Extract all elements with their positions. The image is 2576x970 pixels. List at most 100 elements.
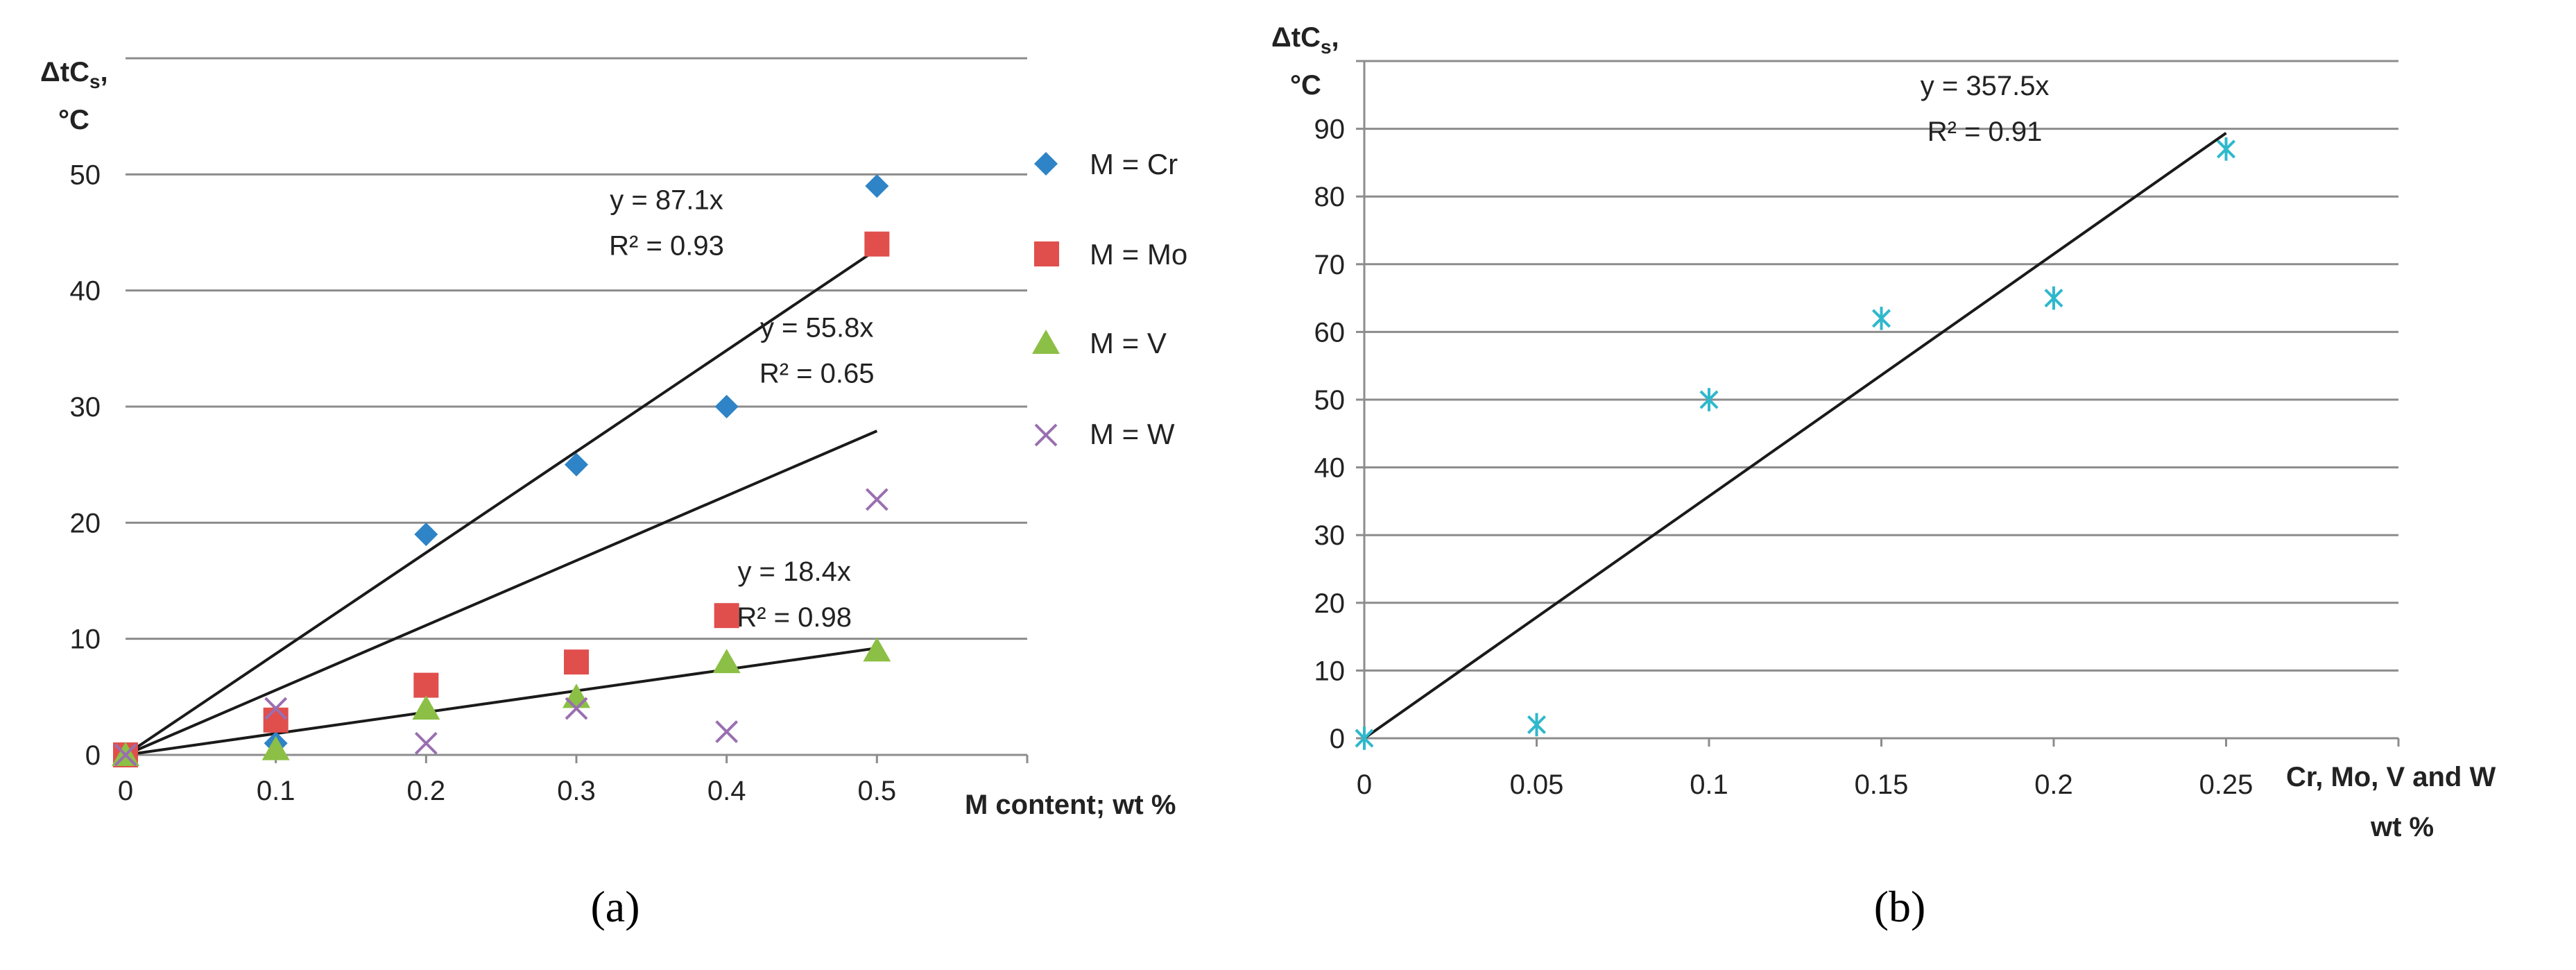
- chart-b-gridlines: [1364, 60, 2398, 672]
- chart-a-x-tick-label: 0.4: [707, 776, 746, 806]
- chart-a-trend-equation: y = 18.4x: [737, 556, 850, 587]
- chart-a-trendline: [125, 647, 877, 756]
- chart-a-ylabel-unit: °C: [58, 105, 89, 135]
- chart-a-markers: [112, 174, 891, 767]
- chart-a-trend-equation: y = 87.1x: [610, 185, 723, 216]
- chart-b-point-asterisk: [2216, 137, 2236, 161]
- chart-a-point-diamond: [414, 522, 438, 547]
- chart-b-trend-labels: y = 357.5x R² = 0.91: [1921, 71, 2050, 147]
- chart-b-x-tick-label: 0.15: [1855, 769, 1909, 800]
- chart-a-xlabel: M content; wt %: [965, 790, 1176, 820]
- chart-a-x-tick-labels: 0 0.1 0.2 0.3 0.4 0.5: [118, 776, 896, 806]
- chart-b-trendline: [1363, 132, 2227, 740]
- chart-a-y-tick-label: 0: [85, 740, 101, 771]
- chart-a-x-tick-label: 0.5: [858, 776, 897, 806]
- chart-b-y-tick-labels: 0 10 20 30 40 50 60 70 80 90: [1314, 114, 1346, 754]
- chart-b-y-tick-label: 80: [1314, 182, 1346, 212]
- chart-a-y-tick-labels: 0 10 20 30 40 50: [70, 160, 101, 771]
- chart-b-ylabel-unit: °C: [1290, 70, 1321, 101]
- chart-a-y-tick-label: 20: [70, 508, 101, 538]
- chart-a-trend-r2: R² = 0.65: [759, 359, 875, 389]
- chart-a-y-tick-label: 40: [70, 276, 101, 307]
- chart-b-y-tick-label: 0: [1330, 724, 1345, 754]
- chart-a-point-diamond: [565, 452, 588, 477]
- chart-a-point-x: [865, 488, 888, 511]
- chart-b-trend-equation: y = 357.5x: [1921, 71, 2050, 101]
- chart-b-point-asterisk: [2044, 286, 2063, 310]
- chart-b-point-asterisk: [1527, 713, 1547, 737]
- chart-a-point-diamond: [865, 174, 889, 198]
- chart-a-point-x: [264, 697, 288, 720]
- chart-a-y-tick-label: 10: [70, 624, 101, 655]
- chart-a-point-square: [564, 649, 589, 675]
- chart-a-point-triangle: [563, 683, 590, 708]
- chart-a-trend-labels: y = 87.1x R² = 0.93 y = 55.8x R² = 0.65 y = …: [609, 185, 874, 633]
- chart-b-trend-r2: R² = 0.91: [1927, 117, 2043, 147]
- chart-a-y-tick-label: 30: [70, 392, 101, 423]
- chart-a-x-ticks: [124, 755, 1029, 763]
- legend-item-mo: M = Mo: [1034, 238, 1187, 271]
- chart-b-y-tick-label: 40: [1314, 453, 1346, 484]
- legend-w-x-icon: [1034, 423, 1058, 447]
- chart-b-y-tick-label: 30: [1314, 520, 1346, 551]
- chart-a: 0 10 20 30 40 50 0 0.1 0.2 0.3 0.4 0.5 y = 87.1x R²…: [40, 57, 1187, 931]
- legend-cr-diamond-icon: [1034, 152, 1058, 176]
- legend-v-label: M = V: [1090, 327, 1167, 359]
- chart-b-y-ticks: [1356, 60, 1364, 740]
- chart-b-x-tick-label: 0.2: [2034, 769, 2073, 800]
- chart-a-point-triangle: [712, 649, 741, 674]
- legend-cr-label: M = Cr: [1090, 148, 1178, 180]
- chart-b-markers: [1355, 137, 2236, 750]
- chart-a-point-square: [714, 603, 739, 629]
- chart-b-ylabel: ΔtCs,: [1271, 22, 1339, 58]
- legend-mo-square-icon: [1034, 241, 1059, 266]
- chart-a-point-x: [565, 697, 588, 720]
- chart-b-x-tick-label: 0: [1357, 769, 1372, 800]
- chart-b-x-tick-labels: 0 0.05 0.1 0.15 0.2 0.25: [1357, 769, 2253, 800]
- chart-b-y-tick-label: 70: [1314, 250, 1346, 280]
- chart-a-y-tick-label: 50: [70, 160, 101, 190]
- chart-a-trend-equation: y = 55.8x: [760, 313, 873, 343]
- chart-a-point-square: [864, 231, 890, 257]
- legend-v-triangle-icon: [1032, 330, 1060, 354]
- chart-a-trend-r2: R² = 0.93: [609, 231, 724, 262]
- chart-a-ylabel: ΔtCs,: [40, 57, 108, 92]
- chart-a-trendlines: [124, 248, 878, 756]
- chart-b-point-asterisk: [1699, 388, 1719, 411]
- chart-b-x-tick-label: 0.05: [1510, 769, 1564, 800]
- chart-a-gridlines: [126, 57, 1027, 640]
- chart-a-point-triangle: [261, 735, 290, 760]
- chart-a-x-tick-label: 0.1: [257, 776, 295, 806]
- chart-a-point-square: [263, 707, 289, 733]
- chart-a-trend-r2: R² = 0.98: [737, 602, 852, 633]
- chart-b-y-tick-label: 50: [1314, 385, 1346, 416]
- chart-b-y-tick-label: 10: [1314, 656, 1346, 686]
- chart-b-x-tick-label: 0.25: [2199, 769, 2253, 800]
- chart-b-y-tick-label: 20: [1314, 588, 1346, 619]
- chart-a-point-square: [413, 672, 439, 698]
- chart-a-legend: M = Cr M = Mo M = V M = W: [1032, 148, 1187, 450]
- chart-a-panel-label: (a): [590, 882, 639, 931]
- chart-b-point-asterisk: [1871, 307, 1891, 330]
- chart-a-point-x: [114, 743, 137, 767]
- chart-a-point-x: [414, 731, 438, 755]
- chart-a-trendline: [124, 248, 878, 756]
- legend-mo-label: M = Mo: [1090, 238, 1187, 271]
- chart-b-x-ticks: [1363, 738, 2400, 747]
- chart-a-point-diamond: [714, 395, 739, 418]
- chart-a-x-tick-label: 0.3: [557, 776, 596, 806]
- chart-b-point-asterisk: [1355, 726, 1374, 750]
- chart-a-x-tick-label: 0: [118, 776, 133, 806]
- chart-b-panel-label: (b): [1874, 882, 1926, 931]
- chart-b-trendlines: [1363, 132, 2227, 740]
- chart-b-y-tick-label: 60: [1314, 317, 1346, 348]
- chart-a-point-triangle: [412, 695, 440, 720]
- chart-a-point-x: [715, 720, 739, 743]
- legend-item-w: M = W: [1034, 418, 1175, 450]
- chart-b-xlabel-line1: Cr, Mo, V and W: [2286, 762, 2496, 792]
- legend-item-cr: M = Cr: [1034, 148, 1178, 180]
- chart-b-y-tick-label: 90: [1314, 114, 1346, 145]
- chart-a-trendline: [125, 429, 878, 756]
